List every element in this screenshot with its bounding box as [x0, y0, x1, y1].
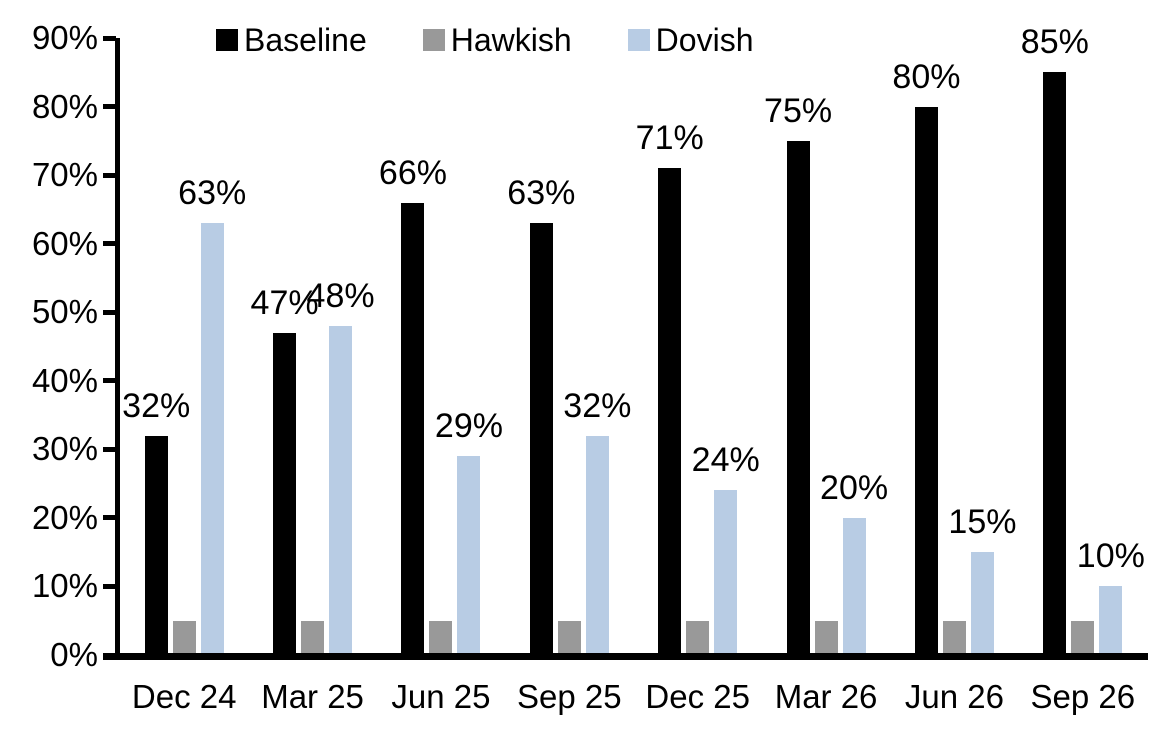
bar-dovish: 24% [692, 443, 760, 655]
bar-group: 63% 32% [505, 38, 633, 655]
y-axis-line [115, 38, 120, 656]
data-label: 15% [948, 503, 1017, 542]
y-axis-tick-label: 60% [31, 224, 98, 262]
data-label: 85% [1020, 23, 1089, 62]
data-label: 71% [635, 119, 704, 158]
y-axis-tick [103, 378, 116, 384]
y-axis-tick-label: 70% [31, 156, 98, 194]
bar-hawkish [686, 620, 710, 655]
y-axis-tick [103, 515, 116, 521]
legend-swatch-hawkish [422, 29, 445, 51]
y-axis-tick-label: 80% [31, 87, 98, 125]
x-axis-category-label: Jun 26 [904, 678, 1004, 715]
legend-label: Baseline [244, 22, 367, 58]
bar-baseline: 75% [764, 94, 832, 655]
bar-baseline: 85% [1021, 25, 1089, 655]
bar-baseline: 47% [251, 286, 319, 655]
y-axis-tick [103, 35, 116, 41]
y-axis-tick-label: 0% [50, 636, 98, 673]
x-axis-line [103, 653, 1148, 660]
bar-hawkish [301, 620, 325, 655]
bar-dovish: 48% [307, 279, 375, 655]
plot-area: 32% 63% 47% 48% 66% 29% 63% 32% 71% 24% 75% 20% 80% 1… [103, 25, 1147, 658]
legend-label: Hawkish [450, 22, 572, 58]
bar-dovish: 10% [1077, 539, 1145, 655]
bar-dovish: 32% [563, 389, 631, 655]
bar-hawkish [1071, 620, 1095, 655]
bar-dovish: 15% [948, 505, 1016, 655]
bar-baseline: 63% [507, 176, 575, 655]
legend-item-baseline: Baseline [216, 22, 367, 58]
legend-item-dovish: Dovish [627, 22, 754, 58]
data-label: 66% [378, 153, 447, 192]
bar-group: 85% 10% [1019, 25, 1147, 655]
bar-baseline: 32% [122, 389, 190, 655]
data-label: 10% [1076, 537, 1145, 576]
data-label: 20% [820, 468, 889, 507]
y-axis-tick-label: 10% [31, 567, 98, 605]
y-axis-tick [103, 446, 116, 452]
bar-group: 71% 24% [634, 38, 762, 655]
data-label: 80% [892, 57, 961, 96]
data-label: 32% [563, 386, 632, 425]
x-axis-category-label: Mar 25 [261, 678, 364, 715]
y-axis-tick [103, 241, 116, 247]
data-label: 47% [250, 283, 319, 322]
data-label: 63% [178, 174, 247, 213]
bar-group: 32% 63% [120, 38, 248, 655]
legend-label: Dovish [655, 22, 754, 58]
bar-dovish: 20% [820, 471, 888, 655]
y-axis-tick-label: 50% [31, 293, 98, 331]
x-axis-category-label: Jun 25 [391, 678, 491, 715]
y-axis-tick-label: 20% [31, 498, 98, 536]
y-axis-tick [103, 583, 116, 589]
data-label: 32% [122, 386, 191, 425]
y-axis-tick-label: 30% [31, 430, 98, 468]
bar-hawkish [942, 620, 966, 655]
y-axis-tick-label: 90% [31, 19, 98, 56]
bar-dovish: 63% [178, 176, 246, 655]
x-axis-category-label: Dec 24 [131, 678, 237, 715]
bar-group: 75% 20% [762, 38, 890, 655]
x-axis-category-label: Sep 26 [1030, 678, 1136, 715]
y-axis-tick [103, 104, 116, 110]
bar-group: 47% 48% [248, 38, 376, 655]
x-axis-labels: Dec 24 Mar 25 Jun 25 Sep 25 Dec 25 Mar 26 Jun … [120, 678, 1147, 716]
bar-group: 80% 15% [890, 38, 1018, 655]
bar-baseline: 71% [636, 121, 704, 655]
bar-baseline: 66% [379, 156, 447, 655]
bar-group: 66% 29% [377, 38, 505, 655]
data-label: 24% [691, 441, 760, 480]
y-axis-labels: 0% 10% 20% 30% 40% 50% 60% 70% 80% 90% [0, 21, 98, 672]
data-label: 75% [764, 91, 833, 130]
bar-baseline: 80% [892, 60, 960, 655]
legend-swatch-dovish [627, 29, 650, 51]
x-axis-category-label: Sep 25 [517, 678, 622, 715]
bar-hawkish [557, 620, 581, 655]
bar-hawkish [814, 620, 838, 655]
bar-hawkish [172, 620, 196, 655]
y-axis-tick [103, 172, 116, 178]
y-axis-tick-label: 40% [31, 361, 98, 399]
x-axis-category-label: Dec 25 [645, 678, 750, 715]
data-label: 29% [434, 407, 503, 446]
legend-swatch-baseline [216, 29, 238, 51]
bar-dovish: 29% [435, 409, 503, 655]
x-axis-category-label: Mar 26 [774, 678, 878, 715]
legend-item-hawkish: Hawkish [422, 22, 572, 58]
data-label: 48% [306, 276, 375, 315]
y-axis-tick [103, 309, 116, 315]
data-label: 63% [507, 174, 576, 213]
legend: Baseline Hawkish Dovish [216, 22, 753, 58]
bar-hawkish [429, 620, 453, 655]
